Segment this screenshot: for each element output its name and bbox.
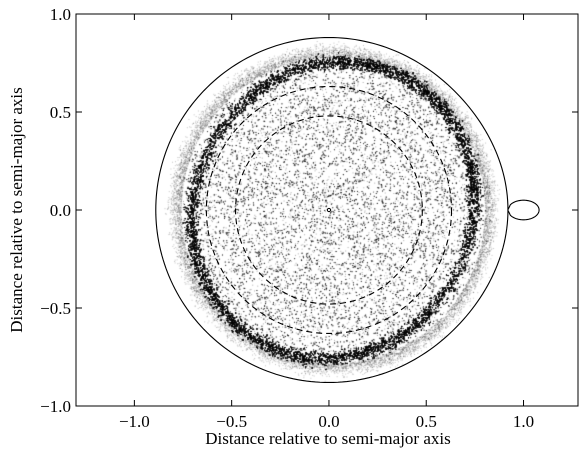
dashed-circle-1 (235, 115, 423, 305)
x-tick-label: −0.5 (216, 412, 247, 431)
y-tick-label: −1.0 (40, 397, 71, 416)
y-axis-label: Distance relative to semi-major axis (7, 87, 26, 332)
axis-ticks: −1.0 −0.5 0.0 0.5 1.0 −1.0 −0.5 0.0 0.5 1.0 (40, 5, 578, 431)
dashed-circle-2 (205, 85, 453, 335)
x-tick-label: −1.0 (119, 412, 150, 431)
secondary-roche-lobe (507, 199, 540, 221)
x-tick-label: 0.5 (416, 412, 437, 431)
y-tick-label: 0.0 (50, 201, 71, 220)
y-tick-label: 1.0 (50, 5, 71, 24)
central-star-marker (326, 207, 332, 213)
x-tick-label: 0.0 (318, 412, 339, 431)
y-tick-label: 0.5 (50, 103, 71, 122)
y-tick-label: −0.5 (40, 299, 71, 318)
overlay-curves (155, 36, 540, 384)
x-tick-label: 1.0 (513, 412, 534, 431)
x-axis-label: Distance relative to semi-major axis (205, 429, 450, 448)
